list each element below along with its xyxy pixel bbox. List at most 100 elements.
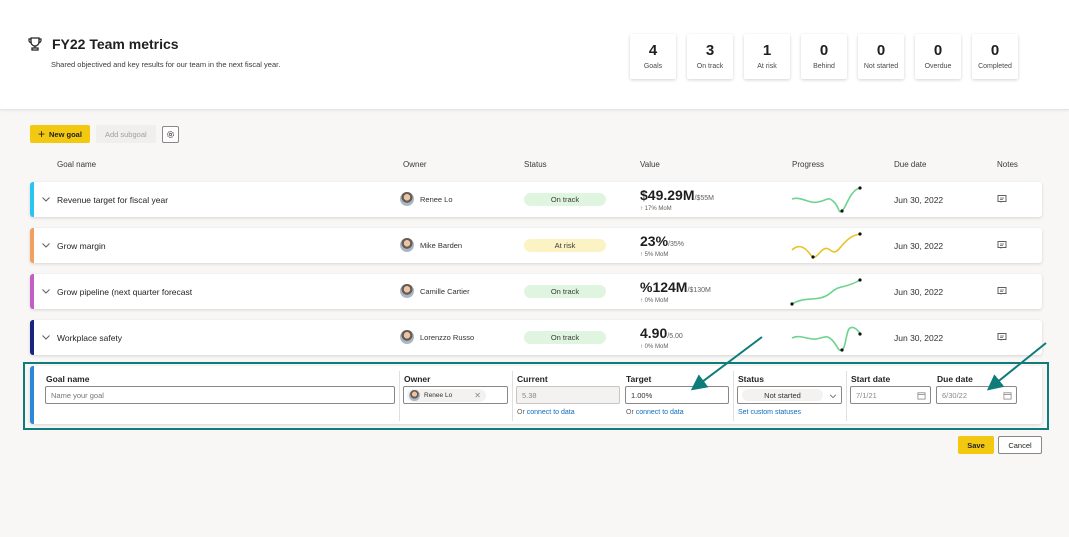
note-icon[interactable] xyxy=(997,240,1007,250)
trophy-icon xyxy=(28,37,42,51)
stat-label: Not started xyxy=(863,63,899,70)
connect-prefix: Or xyxy=(626,409,636,416)
progress-sparkline[interactable] xyxy=(788,322,868,354)
stat-value: 0 xyxy=(933,42,943,59)
target-value: /$130M xyxy=(687,287,711,294)
remove-owner-icon[interactable]: ✕ xyxy=(474,390,481,400)
status-badge[interactable]: On track xyxy=(524,331,606,344)
goal-name-input[interactable] xyxy=(45,386,395,404)
settings-button[interactable] xyxy=(161,125,179,143)
stat-card-goals[interactable]: 4 Goals xyxy=(630,34,676,79)
owner-picker[interactable]: Renee Lo ✕ xyxy=(403,386,508,404)
goal-name[interactable]: Workplace safety xyxy=(57,333,123,343)
column-header-value[interactable]: Value xyxy=(640,160,660,169)
progress-sparkline[interactable] xyxy=(788,276,868,308)
due-date: Jun 30, 2022 xyxy=(894,333,944,343)
target-value: /5.00 xyxy=(667,333,683,340)
current-value: $49.29M xyxy=(640,187,695,203)
status-badge[interactable]: On track xyxy=(524,193,606,206)
owner-name: Mike Barden xyxy=(420,240,463,250)
cancel-button[interactable]: Cancel xyxy=(998,436,1042,454)
stat-value: 1 xyxy=(762,42,772,59)
chevron-down-icon[interactable] xyxy=(41,286,51,296)
target-label: Target xyxy=(626,374,652,384)
connect-to-data-link[interactable]: connect to data xyxy=(526,409,575,416)
stat-value: 0 xyxy=(819,42,829,59)
stat-label: On track xyxy=(696,63,724,70)
current-connect-data: Or connect to data xyxy=(517,409,575,416)
stat-card-behind[interactable]: 0 Behind xyxy=(801,34,847,79)
goal-row[interactable]: Grow margin Mike Barden At risk 23%/35% … xyxy=(30,228,1042,263)
stat-card-on-track[interactable]: 3 On track xyxy=(687,34,733,79)
start-date-input[interactable]: 7/1/21 xyxy=(850,386,931,404)
status-value: Not started xyxy=(742,389,823,401)
note-icon[interactable] xyxy=(997,194,1007,204)
stat-label: Completed xyxy=(978,63,1012,70)
column-header-progress[interactable]: Progress xyxy=(792,160,825,169)
current-label: Current xyxy=(517,374,548,384)
note-icon[interactable] xyxy=(997,286,1007,296)
annotation-highlight-box xyxy=(23,362,1049,430)
goal-value: 4.90/5.00 ↑ 0% MoM xyxy=(640,325,683,350)
stat-card-at-risk[interactable]: 1 At risk xyxy=(744,34,790,79)
stat-card-not-started[interactable]: 0 Not started xyxy=(858,34,904,79)
stat-card-overdue[interactable]: 0 Overdue xyxy=(915,34,961,79)
goal-owner[interactable]: Mike Barden xyxy=(400,238,462,252)
start-date-value: 7/1/21 xyxy=(856,390,877,400)
goal-row[interactable]: Revenue target for fiscal year Renee Lo … xyxy=(30,182,1042,217)
avatar xyxy=(400,330,414,344)
calendar-icon[interactable] xyxy=(1003,391,1012,400)
owner-name: Lorenzzo Russo xyxy=(420,332,475,342)
due-date-input[interactable]: 6/30/22 xyxy=(936,386,1017,404)
goal-row[interactable]: Grow pipeline (next quarter forecast Cam… xyxy=(30,274,1042,309)
progress-sparkline[interactable] xyxy=(788,184,868,216)
status-badge[interactable]: At risk xyxy=(524,239,606,252)
connect-to-data-link[interactable]: connect to data xyxy=(635,409,684,416)
current-value-input[interactable]: 5.38 xyxy=(516,386,620,404)
set-custom-statuses-link[interactable]: Set custom statuses xyxy=(738,409,802,416)
current-value: 23% xyxy=(640,233,669,249)
column-header-due-date[interactable]: Due date xyxy=(894,160,927,169)
column-header-status[interactable]: Status xyxy=(524,160,547,169)
goal-name[interactable]: Revenue target for fiscal year xyxy=(57,195,169,205)
target-value: /35% xyxy=(668,241,684,248)
calendar-icon[interactable] xyxy=(917,391,926,400)
due-date: Jun 30, 2022 xyxy=(894,287,944,297)
add-subgoal-button[interactable]: Add subgoal xyxy=(95,125,156,143)
goal-name[interactable]: Grow margin xyxy=(57,241,106,251)
summary-cards: 4 Goals 3 On track 1 At risk 0 Behind 0 Not s… xyxy=(630,34,1018,79)
save-button[interactable]: Save xyxy=(958,436,994,454)
page-subtitle: Shared objectived and key results for ou… xyxy=(51,60,281,69)
new-goal-button[interactable]: + New goal xyxy=(30,125,90,143)
note-icon[interactable] xyxy=(997,332,1007,342)
goal-owner[interactable]: Renee Lo xyxy=(400,192,453,206)
chevron-down-icon[interactable] xyxy=(41,240,51,250)
column-header-owner[interactable]: Owner xyxy=(403,160,427,169)
chevron-down-icon[interactable] xyxy=(41,194,51,204)
progress-sparkline[interactable] xyxy=(788,230,868,262)
goal-value: %124M/$130M ↑ 0% MoM xyxy=(640,279,711,304)
value-change: ↑ 17% MoM xyxy=(640,206,672,212)
owner-name: Renee Lo xyxy=(424,391,453,399)
goal-name[interactable]: Grow pipeline (next quarter forecast xyxy=(57,287,193,297)
stat-label: Goals xyxy=(643,63,663,70)
current-value: %124M xyxy=(640,279,688,295)
goal-owner[interactable]: Lorenzzo Russo xyxy=(400,330,474,344)
goal-owner[interactable]: Camille Cartier xyxy=(400,284,470,298)
gear-icon xyxy=(166,130,174,138)
avatar xyxy=(400,192,414,206)
chevron-down-icon[interactable] xyxy=(41,332,51,342)
target-value-input[interactable]: 1.00% xyxy=(625,386,729,404)
column-header-goal-name[interactable]: Goal name xyxy=(57,160,97,169)
stat-card-completed[interactable]: 0 Completed xyxy=(972,34,1018,79)
connect-prefix: Or xyxy=(517,409,527,416)
status-badge[interactable]: On track xyxy=(524,285,606,298)
new-goal-label: New goal xyxy=(49,129,82,139)
status-dropdown[interactable]: Not started xyxy=(737,386,842,404)
page-header: FY22 Team metrics Shared objectived and … xyxy=(0,0,1069,110)
column-header-notes[interactable]: Notes xyxy=(997,160,1018,169)
due-date: Jun 30, 2022 xyxy=(894,241,944,251)
goal-value: 23%/35% ↑ 5% MoM xyxy=(640,233,684,258)
stat-value: 0 xyxy=(876,42,886,59)
goal-row[interactable]: Workplace safety Lorenzzo Russo On track… xyxy=(30,320,1042,355)
